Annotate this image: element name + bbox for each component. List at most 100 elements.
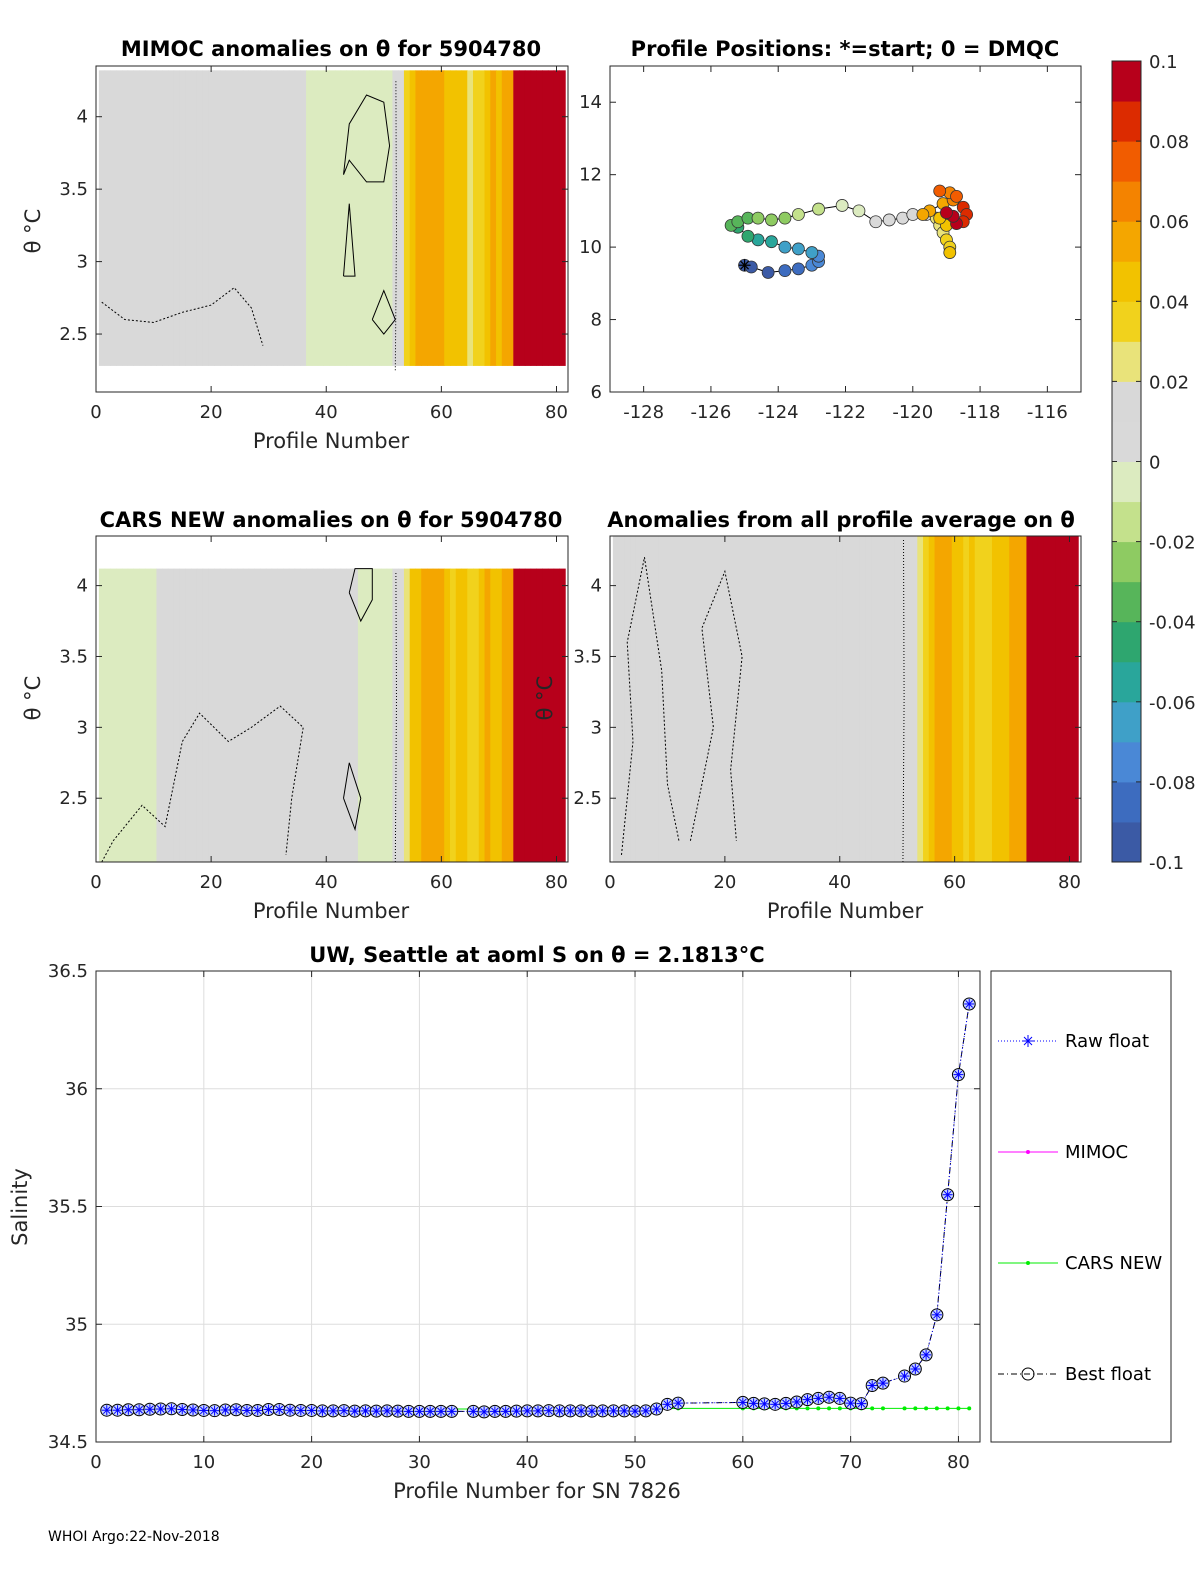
raw-point [586,1406,597,1417]
heatmap-cell [329,70,336,366]
heatmap-cell [653,536,660,862]
salinity-panel: UW, Seattle at aoml S on θ = 2.1813°C 0 1… [8,943,981,1503]
raw-point [662,1399,673,1410]
raw-star-stroke [674,1399,682,1407]
heatmap-cell [501,70,509,366]
x-tick-label: 10 [192,1452,215,1473]
raw-point [522,1405,533,1416]
heatmap-cell [144,70,152,366]
profile-marker [835,199,849,212]
salinity-title: UW, Seattle at aoml S on θ = 2.1813°C [309,943,764,967]
raw-star-stroke [178,1405,187,1414]
heatmap-cell [1014,536,1022,862]
y-tick-label: 6 [591,382,602,403]
footer-text: WHOI Argo:22-Nov-2018 [48,1529,220,1545]
colorbar-swatch [1112,501,1141,543]
heatmap-cell [813,536,821,862]
heatmap-cell [473,568,480,862]
heatmap-cell [438,568,445,862]
heatmap-cell [156,70,163,366]
raw-star-stroke [836,1394,844,1403]
raw-point [770,1399,781,1410]
axes-box [95,535,569,863]
heatmap-cell [357,568,365,862]
heatmap-cell [819,536,826,862]
heatmap-cell [248,70,255,366]
heatmap-cell [722,536,729,862]
x-tick-label: 0 [90,402,101,423]
legend-best-label: Best float [1065,1364,1151,1385]
heatmap-cell [214,568,221,862]
raw-point [489,1406,500,1417]
raw-star-stroke [232,1405,240,1414]
profile-marker [950,189,963,203]
colorbar-tick-label: 0.08 [1149,132,1189,153]
legend-best-marker [1021,1367,1035,1381]
contour-line [101,705,304,863]
raw-point [511,1406,522,1417]
raw-point [414,1406,425,1417]
raw-star-stroke [782,1399,790,1408]
raw-star-stroke [922,1351,930,1359]
heatmap-cell [762,536,769,862]
heatmap-cell [323,568,330,862]
heatmap-cell [260,568,267,862]
heatmap-cell [848,536,855,862]
heatmap-cell [624,536,631,862]
raw-point [274,1404,285,1415]
raw-star-stroke [296,1406,305,1415]
raw-point [306,1405,317,1416]
heatmap-cell [455,568,463,862]
contour-line [343,94,391,183]
y-tick-label: 4 [591,576,602,597]
colorbar-swatch [1112,341,1141,382]
raw-star-stroke [501,1407,510,1416]
raw-star-stroke [900,1372,909,1380]
raw-point [543,1405,554,1416]
raw-point [209,1405,220,1416]
heatmap-cell [796,536,804,862]
heatmap-cell [185,568,192,862]
raw-star-stroke [199,1406,208,1415]
heatmap-cell [825,536,832,862]
cars-point [902,1406,907,1411]
legend-item-cars: CARS NEW [998,1253,1162,1274]
raw-point [328,1405,339,1416]
cars-xlabel: Profile Number [253,899,410,923]
heatmap-cell [1060,536,1068,862]
cars-title: CARS NEW anomalies on θ for 5904780 [100,508,563,532]
raw-star-stroke [307,1406,316,1415]
raw-star-stroke [394,1407,402,1416]
raw-star-stroke [447,1407,456,1416]
heatmap-cell [214,70,221,366]
heatmap-cell [923,536,930,862]
raw-star-stroke [329,1407,338,1415]
cars-point [837,1406,842,1411]
heatmap-cell [484,70,491,366]
heatmap-cell [888,536,895,862]
positions-plot-area: -128 -126 -124 -122 -120 -118 -116 6 8 10 12 14 [579,65,1082,423]
raw-star-stroke [771,1400,780,1409]
heatmap-cell [547,568,555,862]
raw-point [748,1398,759,1409]
raw-star-stroke [253,1406,262,1415]
y-tick-label: 8 [591,310,602,331]
colorbar-swatch [1112,421,1141,462]
colorbar-tick-label: -0.06 [1149,693,1196,714]
colorbar-swatch [1112,461,1141,503]
heatmap-cell [334,568,342,862]
heatmap-cell [699,536,706,862]
colorbar-swatch [1112,621,1141,663]
legend-mimoc-label: MIMOC [1065,1142,1128,1163]
raw-star-stroke [124,1405,133,1414]
raw-star-stroke [286,1406,294,1415]
heatmap-cell [790,536,798,862]
heatmap-cell [542,568,549,862]
heatmap-cell [553,70,560,366]
x-tick-label: 80 [545,872,568,893]
heatmap-cell [334,70,342,366]
heatmap-cell [496,70,503,366]
heatmap-cell [727,536,735,862]
mimoc-plot-area: 0 20 40 60 80 2.5 3 3.5 4 [59,65,569,423]
raw-point [576,1405,587,1416]
